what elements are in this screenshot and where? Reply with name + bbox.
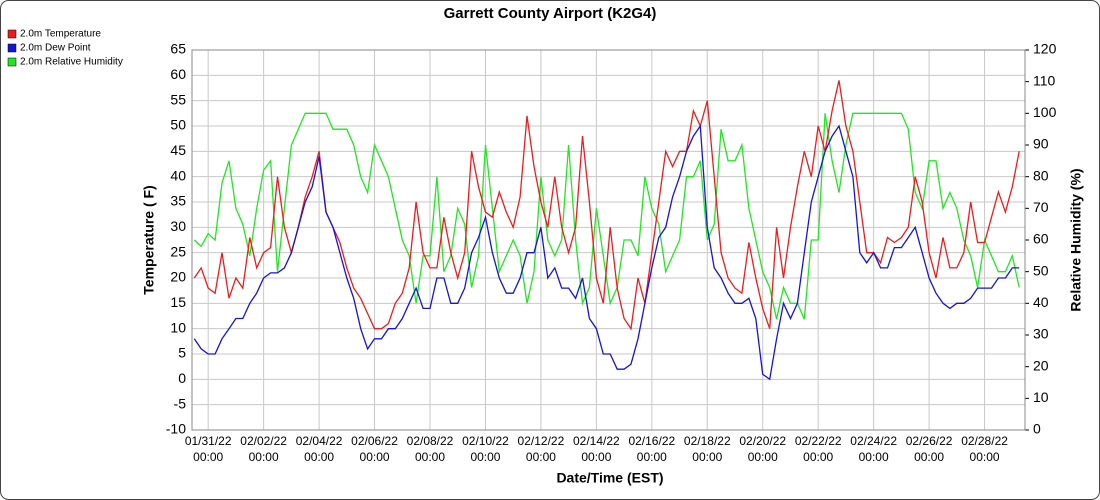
x-tick-label: 01/31/22 00:00 [185,434,232,464]
y-tick-label: 30 [170,218,186,234]
y2-tick-label: 20 [1033,357,1049,373]
y2-tick-label: 90 [1033,136,1049,152]
x-tick-label: 02/26/22 00:00 [906,434,953,464]
y-tick-label: 20 [170,269,186,285]
y-tick-label: 10 [170,319,186,335]
y2-tick-label: 10 [1033,389,1049,405]
x-tick-label: 02/02/22 00:00 [240,434,287,464]
y2-tick-label: 120 [1033,41,1057,57]
legend-swatch [7,43,17,53]
x-axis-label: Date/Time (EST) [556,470,663,486]
y-tick-label: 35 [170,193,186,209]
series-line [193,112,1020,320]
legend-label: 2.0m Dew Point [20,43,91,54]
legend-swatch [7,29,17,39]
y-tick-label: 0 [178,370,186,386]
y-tick-label: 50 [170,117,186,133]
plot-border [191,49,1026,431]
y-tick-label: 40 [170,167,186,183]
y-tick-label: 5 [178,345,186,361]
y-tick-label: 60 [170,66,186,82]
x-tick-label: 02/18/22 00:00 [684,434,731,464]
series-line [193,124,1020,381]
y2-tick-label: 40 [1033,294,1049,310]
x-tick-label: 02/10/22 00:00 [462,434,509,464]
y2-tick-label: 80 [1033,167,1049,183]
x-tick-label: 02/12/22 00:00 [518,434,565,464]
y2-axis-label: Relative Humidity (%) [1068,168,1084,311]
x-tick-label: 02/04/22 00:00 [296,434,343,464]
y-tick-label: -5 [174,395,187,411]
x-tick-label: 02/14/22 00:00 [573,434,620,464]
y-tick-label: 55 [170,91,186,107]
y-tick-label: -10 [166,421,186,437]
x-tick-label: 02/16/22 00:00 [628,434,675,464]
x-tick-label: 02/20/22 00:00 [739,434,786,464]
y2-tick-label: 50 [1033,262,1049,278]
legend-swatch [7,57,17,67]
x-tick-label: 02/24/22 00:00 [850,434,897,464]
y-tick-label: 45 [170,142,186,158]
legend-label: 2.0m Relative Humidity [20,57,123,68]
y2-tick-label: 110 [1033,72,1056,88]
x-tick-label: 02/08/22 00:00 [407,434,454,464]
y2-tick-label: 70 [1033,199,1049,215]
x-tick-label: 02/28/22 00:00 [961,434,1008,464]
y-axis-label: Temperature ( F) [141,185,157,294]
y-tick-label: 15 [170,294,186,310]
y2-tick-label: 30 [1033,326,1049,342]
y2-tick-label: 100 [1033,104,1057,120]
y2-tick-label: 60 [1033,231,1049,247]
y-tick-label: 65 [170,41,186,57]
y-tick-label: 25 [170,243,186,259]
x-tick-label: 02/22/22 00:00 [795,434,842,464]
x-tick-label: 02/06/22 00:00 [351,434,398,464]
legend-label: 2.0m Temperature [20,29,101,40]
chart-title: Garrett County Airport (K2G4) [444,5,657,22]
y2-tick-label: 0 [1033,421,1041,437]
